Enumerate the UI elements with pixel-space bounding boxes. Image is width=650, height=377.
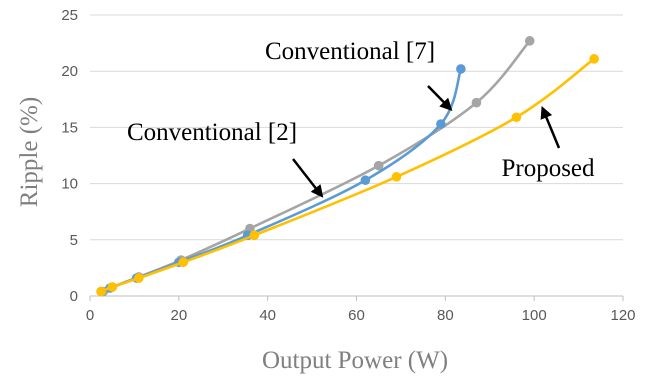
series-conventional-2 xyxy=(98,36,535,297)
y-tick-label-25: 25 xyxy=(61,7,78,24)
annotation-arrow-proposed xyxy=(540,105,561,149)
series-group xyxy=(96,36,599,297)
x-tick-label-120: 120 xyxy=(610,307,635,324)
x-axis-title: Output Power (W) xyxy=(262,347,448,374)
annotations: Conventional [7] Conventional [2] Proposed xyxy=(127,38,595,198)
annotation-label-conventional-7: Conventional [7] xyxy=(265,38,435,65)
series-proposed xyxy=(96,54,599,297)
data-point-conventional-7-5 xyxy=(360,175,371,186)
x-tick-label-20: 20 xyxy=(170,307,187,324)
series-conventional-7 xyxy=(96,64,466,297)
data-point-proposed-6 xyxy=(511,112,522,123)
y-axis-title: Ripple (%) xyxy=(16,97,43,207)
y-tick-label-10: 10 xyxy=(61,176,78,193)
data-point-proposed-7 xyxy=(589,54,599,64)
data-point-proposed-5 xyxy=(391,172,402,182)
series-line-conventional-7 xyxy=(99,67,463,293)
gridlines xyxy=(90,14,623,241)
data-point-conventional-2-7 xyxy=(524,36,535,46)
x-tick-label-80: 80 xyxy=(437,307,454,324)
data-point-proposed-0 xyxy=(96,286,106,297)
annotation-label-proposed: Proposed xyxy=(501,155,595,182)
data-point-conventional-2-5 xyxy=(373,160,384,171)
data-point-proposed-4 xyxy=(249,230,260,241)
axes xyxy=(89,295,624,301)
x-tick-label-60: 60 xyxy=(348,307,365,324)
data-point-proposed-3 xyxy=(178,257,189,268)
x-tick-label-100: 100 xyxy=(522,307,547,324)
data-point-proposed-1 xyxy=(107,282,118,292)
x-tick-label-40: 40 xyxy=(259,307,276,324)
series-line-conventional-2 xyxy=(102,39,532,293)
data-point-proposed-2 xyxy=(134,273,144,283)
annotation-arrow-conventional-7 xyxy=(427,85,453,111)
y-tick-label-15: 15 xyxy=(61,119,78,136)
tick-labels: 0 5 10 15 20 25 0 20 40 60 80 100 120 xyxy=(61,7,635,324)
annotation-label-conventional-2: Conventional [2] xyxy=(127,119,297,146)
data-point-conventional-7-7 xyxy=(456,64,466,74)
annotation-arrow-conventional-2 xyxy=(292,158,324,198)
x-tick-label-0: 0 xyxy=(86,307,94,324)
y-tick-label-0: 0 xyxy=(70,288,78,305)
y-tick-label-20: 20 xyxy=(61,63,78,80)
data-point-conventional-2-6 xyxy=(471,97,482,108)
data-point-conventional-7-6 xyxy=(436,119,446,129)
y-tick-label-5: 5 xyxy=(70,232,78,249)
